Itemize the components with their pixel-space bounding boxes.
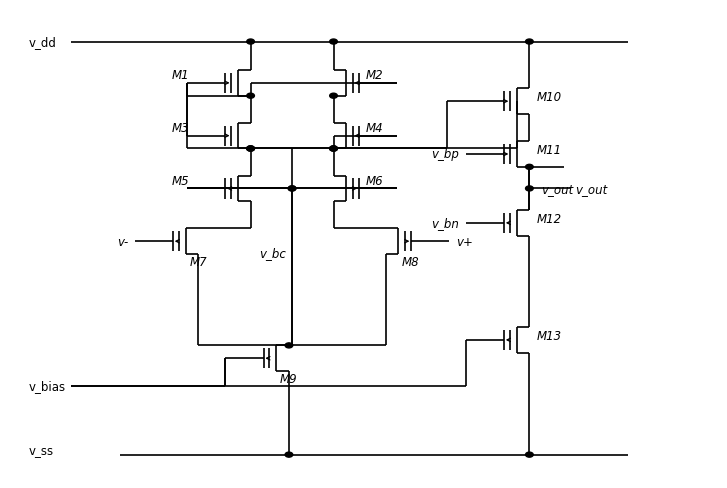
Circle shape bbox=[330, 147, 337, 152]
Circle shape bbox=[246, 147, 254, 152]
Text: M10: M10 bbox=[537, 91, 561, 104]
Text: M6: M6 bbox=[366, 174, 383, 187]
Text: M3: M3 bbox=[172, 122, 189, 135]
Text: M7: M7 bbox=[189, 256, 207, 269]
Circle shape bbox=[285, 343, 293, 348]
Text: v-: v- bbox=[116, 235, 128, 248]
Circle shape bbox=[288, 186, 296, 192]
Circle shape bbox=[330, 147, 337, 152]
Circle shape bbox=[526, 186, 533, 192]
Text: v_out: v_out bbox=[541, 183, 574, 196]
Text: M9: M9 bbox=[280, 373, 297, 386]
Text: v_ss: v_ss bbox=[29, 443, 54, 456]
Circle shape bbox=[246, 40, 254, 45]
Circle shape bbox=[285, 452, 293, 457]
Text: v_dd: v_dd bbox=[29, 36, 57, 49]
Circle shape bbox=[526, 165, 533, 170]
Text: M1: M1 bbox=[172, 69, 189, 82]
Text: M12: M12 bbox=[537, 212, 561, 225]
Circle shape bbox=[246, 147, 254, 152]
Circle shape bbox=[246, 94, 254, 99]
Circle shape bbox=[288, 186, 296, 192]
Text: M8: M8 bbox=[402, 256, 419, 269]
Text: v_out: v_out bbox=[574, 183, 607, 196]
Circle shape bbox=[330, 40, 337, 45]
Circle shape bbox=[246, 147, 254, 152]
Text: M4: M4 bbox=[366, 122, 383, 135]
Text: v_bp: v_bp bbox=[431, 148, 459, 161]
Text: M13: M13 bbox=[537, 329, 561, 342]
Text: M5: M5 bbox=[172, 174, 189, 187]
Text: v+: v+ bbox=[457, 235, 473, 248]
Circle shape bbox=[526, 452, 533, 457]
Text: M2: M2 bbox=[366, 69, 383, 82]
Circle shape bbox=[330, 147, 337, 152]
Text: M11: M11 bbox=[537, 143, 561, 157]
Text: v_bias: v_bias bbox=[29, 380, 66, 392]
Circle shape bbox=[526, 40, 533, 45]
Text: v_bc: v_bc bbox=[260, 246, 286, 260]
Text: v_bn: v_bn bbox=[431, 217, 459, 230]
Circle shape bbox=[330, 94, 337, 99]
